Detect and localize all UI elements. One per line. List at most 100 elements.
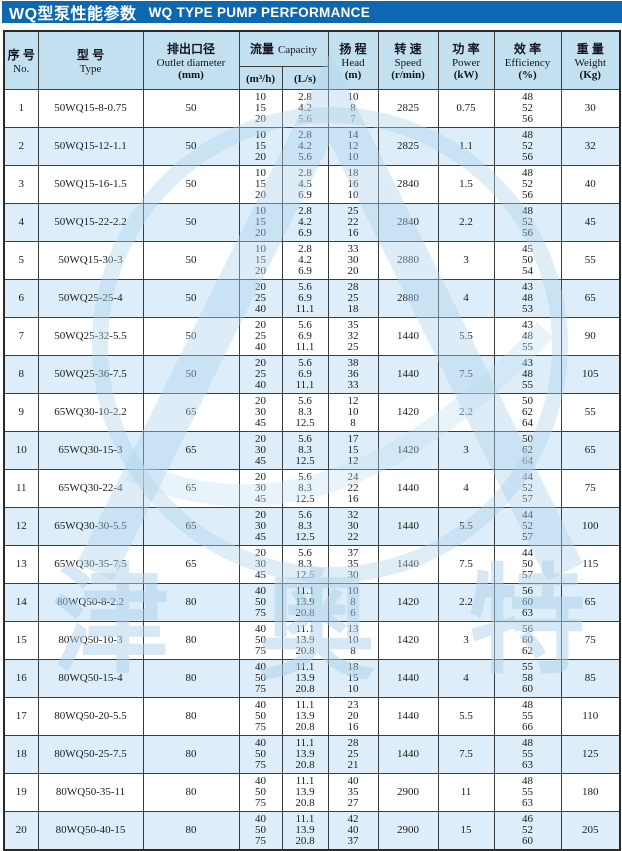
cell-eff: 46 52 60 (493, 811, 562, 851)
cell-eff: 50 62 64 (493, 393, 562, 432)
cell-ls: 11.1 13.9 20.8 (281, 773, 329, 812)
cell-eff: 48 52 56 (493, 203, 562, 242)
cell-head: 32 30 22 (327, 507, 379, 546)
cell-eff: 56 60 63 (493, 583, 562, 622)
cell-no: 6 (3, 279, 39, 318)
cell-m3h: 40 50 75 (238, 659, 283, 698)
cell-power: 1.1 (437, 127, 495, 166)
page-title-en: WQ TYPE PUMP PERFORMANCE (148, 4, 371, 20)
cell-weight: 30 (560, 89, 621, 128)
cell-speed: 2900 (377, 811, 439, 851)
cell-speed: 1440 (377, 697, 439, 736)
col-header-type: 型 号 Type (37, 30, 144, 90)
cell-no: 1 (3, 89, 39, 128)
cell-eff: 48 55 66 (493, 697, 562, 736)
cell-type: 80WQ50-25-7.5 (37, 735, 144, 774)
cell-m3h: 40 50 75 (238, 583, 283, 622)
cell-no: 17 (3, 697, 39, 736)
cell-head: 38 36 33 (327, 355, 379, 394)
cell-type: 50WQ25-25-4 (37, 279, 144, 318)
cell-speed: 1440 (377, 735, 439, 774)
cell-ls: 11.1 13.9 20.8 (281, 811, 329, 851)
cell-outlet: 50 (142, 241, 240, 280)
cell-m3h: 40 50 75 (238, 773, 283, 812)
col-subheader-m3h: (m³/h) (238, 66, 283, 90)
cell-power: 1.5 (437, 165, 495, 204)
cell-ls: 11.1 13.9 20.8 (281, 735, 329, 774)
cell-speed: 1440 (377, 317, 439, 356)
cell-m3h: 20 25 40 (238, 317, 283, 356)
cell-eff: 55 58 60 (493, 659, 562, 698)
cell-type: 65WQ30-22-4 (37, 469, 144, 508)
cell-power: 3 (437, 431, 495, 470)
cell-outlet: 65 (142, 431, 240, 470)
cell-power: 3 (437, 241, 495, 280)
cell-weight: 55 (560, 241, 621, 280)
table-row: 17 80WQ50-20-5.5 80 40 50 75 11.1 13.9 20.8 23 20 1… (3, 697, 621, 736)
cell-weight: 32 (560, 127, 621, 166)
cell-power: 4 (437, 469, 495, 508)
cell-power: 2.2 (437, 583, 495, 622)
cell-outlet: 65 (142, 545, 240, 584)
table-row: 9 65WQ30-10-2.2 65 20 30 45 5.6 8.3 12.5 12 10 8 142… (3, 393, 621, 432)
cell-m3h: 20 25 40 (238, 355, 283, 394)
table-row: 6 50WQ25-25-4 50 20 25 40 5.6 6.9 11.1 28 25 18 2880… (3, 279, 621, 318)
cell-speed: 1420 (377, 431, 439, 470)
table-row: 15 80WQ50-10-3 80 40 50 75 11.1 13.9 20.8 13 10 8 14… (3, 621, 621, 660)
cell-weight: 75 (560, 621, 621, 660)
table-row: 7 50WQ25-32-5.5 50 20 25 40 5.6 6.9 11.1 35 32 25 14… (3, 317, 621, 356)
cell-power: 2.2 (437, 393, 495, 432)
cell-no: 5 (3, 241, 39, 280)
table-body: 1 50WQ15-8-0.75 50 10 15 20 2.8 4.2 5.6 10 8 7 2825 0… (3, 89, 621, 851)
cell-speed: 1440 (377, 545, 439, 584)
cell-eff: 44 50 57 (493, 545, 562, 584)
cell-no: 16 (3, 659, 39, 698)
cell-eff: 43 48 55 (493, 317, 562, 356)
cell-outlet: 50 (142, 279, 240, 318)
cell-no: 2 (3, 127, 39, 166)
col-header-capacity: 流量 Capacity (238, 30, 329, 67)
cell-speed: 1440 (377, 507, 439, 546)
cell-eff: 48 55 63 (493, 773, 562, 812)
table-row: 12 65WQ30-30-5.5 65 20 30 45 5.6 8.3 12.5 32 30 22 1… (3, 507, 621, 546)
cell-type: 50WQ25-36-7.5 (37, 355, 144, 394)
cell-ls: 5.6 8.3 12.5 (281, 507, 329, 546)
table-row: 14 80WQ50-8-2.2 80 40 50 75 11.1 13.9 20.8 10 8 6 14… (3, 583, 621, 622)
col-header-efficiency: 效 率 Efficiency (%) (493, 30, 562, 90)
cell-type: 65WQ30-35-7.5 (37, 545, 144, 584)
cell-ls: 2.8 4.2 6.9 (281, 241, 329, 280)
cell-outlet: 65 (142, 507, 240, 546)
cell-type: 65WQ30-30-5.5 (37, 507, 144, 546)
cell-no: 10 (3, 431, 39, 470)
cell-no: 13 (3, 545, 39, 584)
cell-ls: 5.6 8.3 12.5 (281, 469, 329, 508)
cell-speed: 1440 (377, 659, 439, 698)
cell-weight: 85 (560, 659, 621, 698)
cell-m3h: 10 15 20 (238, 165, 283, 204)
cell-weight: 55 (560, 393, 621, 432)
table-row: 11 65WQ30-22-4 65 20 30 45 5.6 8.3 12.5 24 22 16 144… (3, 469, 621, 508)
cell-head: 13 10 8 (327, 621, 379, 660)
cell-ls: 11.1 13.9 20.8 (281, 621, 329, 660)
cell-head: 23 20 16 (327, 697, 379, 736)
cell-power: 5.5 (437, 507, 495, 546)
cell-eff: 43 48 55 (493, 355, 562, 394)
cell-type: 80WQ50-8-2.2 (37, 583, 144, 622)
cell-no: 18 (3, 735, 39, 774)
cell-head: 37 35 30 (327, 545, 379, 584)
cell-type: 50WQ25-32-5.5 (37, 317, 144, 356)
cell-weight: 205 (560, 811, 621, 851)
cell-head: 10 8 6 (327, 583, 379, 622)
table-row: 10 65WQ30-15-3 65 20 30 45 5.6 8.3 12.5 17 15 12 142… (3, 431, 621, 470)
cell-head: 18 16 10 (327, 165, 379, 204)
cell-type: 50WQ15-30-3 (37, 241, 144, 280)
cell-m3h: 20 25 40 (238, 279, 283, 318)
cell-eff: 48 52 56 (493, 165, 562, 204)
cell-type: 50WQ15-12-1.1 (37, 127, 144, 166)
table-row: 8 50WQ25-36-7.5 50 20 25 40 5.6 6.9 11.1 38 36 33 14… (3, 355, 621, 394)
cell-head: 18 15 10 (327, 659, 379, 698)
cell-no: 8 (3, 355, 39, 394)
cell-outlet: 80 (142, 735, 240, 774)
col-subheader-ls: (L/s) (281, 66, 329, 90)
cell-weight: 115 (560, 545, 621, 584)
